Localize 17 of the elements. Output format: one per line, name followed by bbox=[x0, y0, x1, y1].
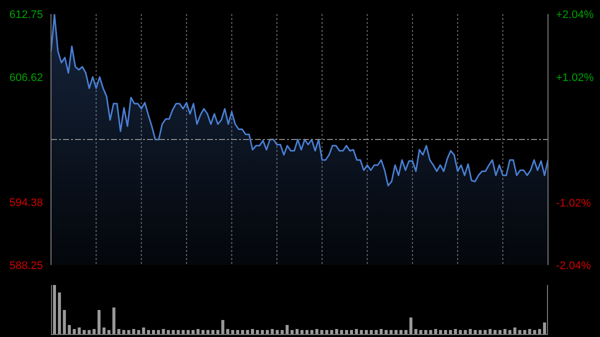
y2-tick-label: -2.04% bbox=[556, 260, 592, 272]
bar bbox=[286, 325, 289, 335]
y-tick-label: 594.38 bbox=[9, 197, 43, 210]
y-tick-label: 606.62 bbox=[9, 72, 43, 84]
bar bbox=[543, 322, 546, 335]
y-tick-label: 588.25 bbox=[9, 260, 43, 272]
y2-tick-label: +2.04% bbox=[556, 9, 594, 21]
y2-tick-label: -1.02% bbox=[556, 197, 592, 210]
bar bbox=[58, 292, 61, 335]
bar bbox=[98, 310, 101, 335]
y-tick-label: 612.75 bbox=[9, 9, 43, 21]
bar bbox=[409, 318, 412, 335]
bar bbox=[62, 310, 66, 335]
bar bbox=[68, 325, 71, 335]
y2-tick-label: +1.02% bbox=[556, 72, 594, 84]
bar bbox=[52, 285, 56, 335]
bar bbox=[112, 308, 116, 335]
